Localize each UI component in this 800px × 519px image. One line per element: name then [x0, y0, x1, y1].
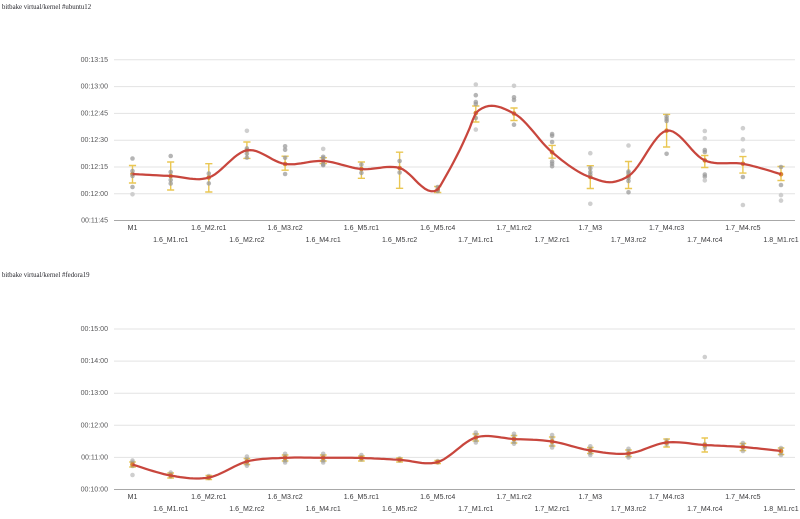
svg-text:1.8_M1.rc1: 1.8_M1.rc1 [763, 506, 798, 513]
svg-text:1.7_M1.rc1: 1.7_M1.rc1 [458, 237, 493, 244]
svg-text:00:11:00: 00:11:00 [81, 454, 108, 461]
svg-text:00:13:15: 00:13:15 [81, 57, 109, 64]
svg-text:1.7_M1.rc1: 1.7_M1.rc1 [458, 506, 493, 513]
svg-text:1.7_M4.rc5: 1.7_M4.rc5 [725, 225, 760, 232]
svg-text:00:12:00: 00:12:00 [81, 191, 109, 198]
svg-text:1.6_M2.rc1: 1.6_M2.rc1 [191, 494, 226, 501]
svg-text:1.6_M2.rc2: 1.6_M2.rc2 [229, 506, 264, 513]
svg-text:1.6_M3.rc2: 1.6_M3.rc2 [267, 494, 302, 501]
svg-text:1.7_M3.rc2: 1.7_M3.rc2 [611, 237, 646, 244]
svg-text:1.6_M5.rc4: 1.6_M5.rc4 [420, 494, 455, 501]
svg-text:1.7_M3.rc2: 1.7_M3.rc2 [611, 506, 646, 513]
svg-text:1.6_M1.rc1: 1.6_M1.rc1 [153, 506, 188, 513]
svg-text:1.7_M4.rc5: 1.7_M4.rc5 [725, 494, 760, 501]
svg-text:00:12:15: 00:12:15 [81, 164, 109, 171]
svg-text:00:12:00: 00:12:00 [81, 422, 109, 429]
svg-text:bitbake virtual/kernel #ubuntu: bitbake virtual/kernel #ubuntu12 [2, 4, 92, 11]
svg-text:00:12:30: 00:12:30 [81, 137, 109, 144]
svg-text:1.7_M2.rc1: 1.7_M2.rc1 [534, 237, 569, 244]
svg-text:1.7_M3: 1.7_M3 [579, 494, 603, 501]
svg-text:1.6_M5.rc1: 1.6_M5.rc1 [344, 225, 379, 232]
svg-text:00:15:00: 00:15:00 [81, 326, 109, 333]
svg-text:M1: M1 [128, 225, 138, 232]
svg-text:bitbake virtual/kernel #fedora: bitbake virtual/kernel #fedora19 [2, 272, 90, 279]
svg-text:1.6_M5.rc4: 1.6_M5.rc4 [420, 225, 455, 232]
svg-text:1.7_M4.rc4: 1.7_M4.rc4 [687, 506, 722, 513]
svg-text:M1: M1 [128, 494, 138, 501]
svg-text:00:14:00: 00:14:00 [81, 358, 109, 365]
svg-text:1.6_M3.rc2: 1.6_M3.rc2 [267, 225, 302, 232]
svg-text:1.6_M4.rc1: 1.6_M4.rc1 [306, 506, 341, 513]
svg-text:1.6_M2.rc2: 1.6_M2.rc2 [229, 237, 264, 244]
svg-text:1.6_M4.rc1: 1.6_M4.rc1 [306, 237, 341, 244]
svg-text:1.8_M1.rc1: 1.8_M1.rc1 [763, 237, 798, 244]
svg-text:1.7_M4.rc4: 1.7_M4.rc4 [687, 237, 722, 244]
svg-text:00:13:00: 00:13:00 [81, 390, 109, 397]
svg-text:1.7_M3: 1.7_M3 [579, 225, 603, 232]
svg-text:1.6_M5.rc1: 1.6_M5.rc1 [344, 494, 379, 501]
svg-text:1.7_M1.rc2: 1.7_M1.rc2 [496, 494, 531, 501]
svg-text:1.6_M5.rc2: 1.6_M5.rc2 [382, 237, 417, 244]
svg-text:1.6_M2.rc1: 1.6_M2.rc1 [191, 225, 226, 232]
svg-text:1.7_M4.rc3: 1.7_M4.rc3 [649, 494, 684, 501]
svg-text:1.7_M4.rc3: 1.7_M4.rc3 [649, 225, 684, 232]
svg-text:1.7_M1.rc2: 1.7_M1.rc2 [496, 225, 531, 232]
svg-text:1.6_M1.rc1: 1.6_M1.rc1 [153, 237, 188, 244]
svg-text:00:11:45: 00:11:45 [81, 218, 108, 225]
svg-text:00:12:45: 00:12:45 [81, 110, 109, 117]
svg-text:00:13:00: 00:13:00 [81, 84, 109, 91]
svg-text:1.7_M2.rc1: 1.7_M2.rc1 [534, 506, 569, 513]
svg-text:00:10:00: 00:10:00 [81, 487, 109, 494]
svg-text:1.6_M5.rc2: 1.6_M5.rc2 [382, 506, 417, 513]
